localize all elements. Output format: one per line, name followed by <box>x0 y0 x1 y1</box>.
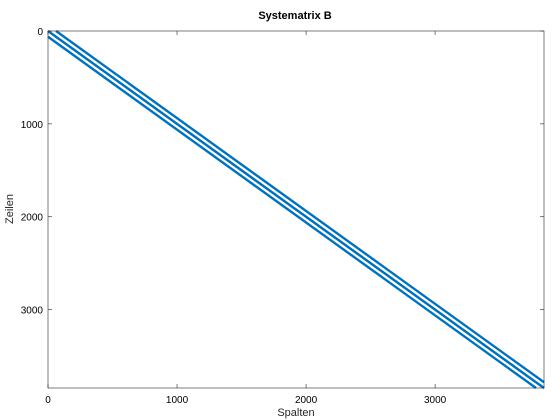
axes-border <box>47 30 545 389</box>
x-tick-label: 3000 <box>424 395 447 406</box>
y-tick-label: 2000 <box>21 213 44 224</box>
x-tick-label: 0 <box>45 395 51 406</box>
y-axis-label: Zeilen <box>4 194 16 224</box>
x-tick-label: 2000 <box>295 395 318 406</box>
diagonal-plus-1 <box>47 30 545 389</box>
diagonal-bands <box>47 30 545 389</box>
x-axis-label: Spalten <box>277 407 314 419</box>
y-axis-ticks: 0 1000 2000 3000 <box>21 27 544 317</box>
diagonal-minus-62 <box>47 35 537 389</box>
y-tick-label: 0 <box>37 27 43 38</box>
diagonal-plus-62 <box>55 30 545 384</box>
x-tick-label: 1000 <box>166 395 189 406</box>
plot-area <box>47 30 545 389</box>
y-tick-label: 3000 <box>21 306 44 317</box>
y-tick-label: 1000 <box>21 120 44 131</box>
x-axis-ticks: 0 1000 2000 3000 <box>45 31 447 406</box>
chart-title: Systematrix B <box>258 10 331 22</box>
